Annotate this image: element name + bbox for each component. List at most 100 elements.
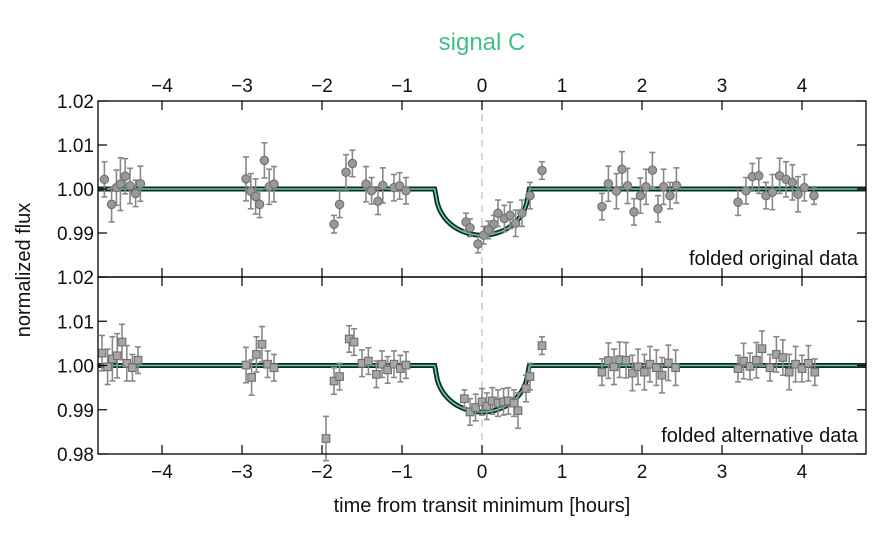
data-point	[787, 177, 798, 188]
panel-label: folded alternative data	[661, 425, 859, 447]
data-point	[482, 401, 492, 411]
data-point	[657, 370, 667, 380]
x-tick-label-top: −2	[311, 76, 333, 97]
data-point	[767, 187, 778, 197]
data-point	[597, 201, 607, 212]
data-point	[537, 165, 547, 176]
data-point	[797, 364, 807, 373]
panel-1: 0.99 1.00 1.01 1.02 folded original data	[57, 92, 867, 278]
y-tick-label: 1.02	[57, 268, 94, 289]
data-point	[241, 174, 251, 184]
data-point	[509, 398, 519, 408]
x-tick-label-bottom: −4	[151, 462, 173, 483]
y-axis-label: normalized flux	[13, 203, 35, 338]
x-tick-label-top: 0	[477, 76, 488, 97]
x-tick-label-bottom: −2	[311, 462, 333, 483]
data-point	[103, 362, 112, 372]
data-point	[334, 199, 345, 210]
data-point	[658, 182, 669, 192]
data-point	[471, 403, 480, 412]
y-tick-label: 0.98	[57, 445, 94, 466]
x-tick-label-bottom: −1	[391, 462, 413, 483]
data-point	[733, 197, 743, 207]
data-point	[383, 365, 392, 375]
data-point	[603, 178, 614, 189]
data-point	[739, 356, 748, 366]
data-point	[135, 178, 146, 189]
data-point	[254, 199, 265, 210]
data-point	[321, 434, 331, 443]
x-tick-label-bottom: 2	[637, 462, 648, 483]
data-point	[525, 190, 535, 201]
data-point	[517, 208, 527, 218]
data-point	[647, 165, 658, 175]
y-tick-label: 1.01	[57, 136, 94, 157]
x-tick-label-top: −4	[151, 76, 173, 97]
data-point	[269, 179, 279, 189]
data-point	[372, 369, 381, 379]
data-point	[804, 358, 813, 368]
data-point	[621, 355, 631, 365]
data-point	[733, 364, 743, 373]
x-tick-label-bottom: −3	[231, 462, 253, 483]
data-point	[401, 186, 411, 196]
data-point	[791, 359, 800, 369]
data-point	[250, 191, 261, 202]
x-axis-label: time from transit minimum [hours]	[334, 495, 631, 517]
data-point	[269, 363, 279, 373]
data-point	[799, 182, 810, 193]
data-point	[617, 164, 627, 174]
data-point	[349, 337, 359, 347]
data-point	[810, 367, 820, 377]
data-point	[347, 158, 358, 169]
y-tick-label: 1.01	[57, 312, 94, 333]
data-point	[778, 353, 788, 362]
data-point	[521, 384, 531, 393]
x-tick-label-top: 1	[557, 76, 568, 97]
data-point	[378, 180, 388, 191]
panel-2: 0.98 0.99 1.00 1.01 1.02 folded alternative d…	[57, 268, 867, 466]
data-point	[125, 181, 135, 191]
data-point	[247, 373, 256, 382]
x-tick-label-top: −1	[391, 76, 413, 97]
data-point	[335, 372, 344, 381]
x-tick-label-bottom: 3	[717, 462, 728, 483]
y-tick-label: 0.99	[57, 224, 94, 245]
data-point	[477, 397, 487, 407]
data-point	[122, 358, 132, 368]
data-point	[622, 181, 633, 191]
data-point	[765, 363, 775, 373]
chart-title: signal C	[439, 29, 526, 56]
data-point	[752, 355, 761, 365]
data-point	[611, 186, 622, 196]
data-point	[106, 199, 117, 210]
y-tick-label: 1.00	[57, 357, 94, 378]
data-point	[604, 356, 613, 365]
y-tick-label: 1.02	[57, 92, 94, 113]
x-tick-label-top: 4	[797, 76, 808, 97]
panel-label: folded original data	[689, 248, 859, 270]
data-point	[809, 190, 819, 201]
data-point	[130, 188, 141, 199]
data-point	[373, 196, 383, 207]
data-point	[493, 208, 503, 218]
data-point	[653, 204, 663, 214]
data-point	[99, 174, 110, 185]
data-point	[629, 207, 639, 217]
data-point	[341, 167, 351, 178]
data-point	[329, 219, 339, 229]
data-point	[120, 171, 130, 181]
data-point	[259, 155, 270, 166]
y-tick-label: 0.99	[57, 401, 94, 422]
data-point	[633, 362, 643, 372]
data-point	[628, 368, 637, 378]
data-point	[793, 189, 803, 200]
data-point	[97, 348, 107, 358]
data-point	[401, 360, 411, 370]
data-point	[364, 356, 373, 366]
data-point	[389, 359, 399, 369]
x-tick-label-bottom: 4	[797, 462, 808, 483]
data-point	[757, 344, 767, 354]
